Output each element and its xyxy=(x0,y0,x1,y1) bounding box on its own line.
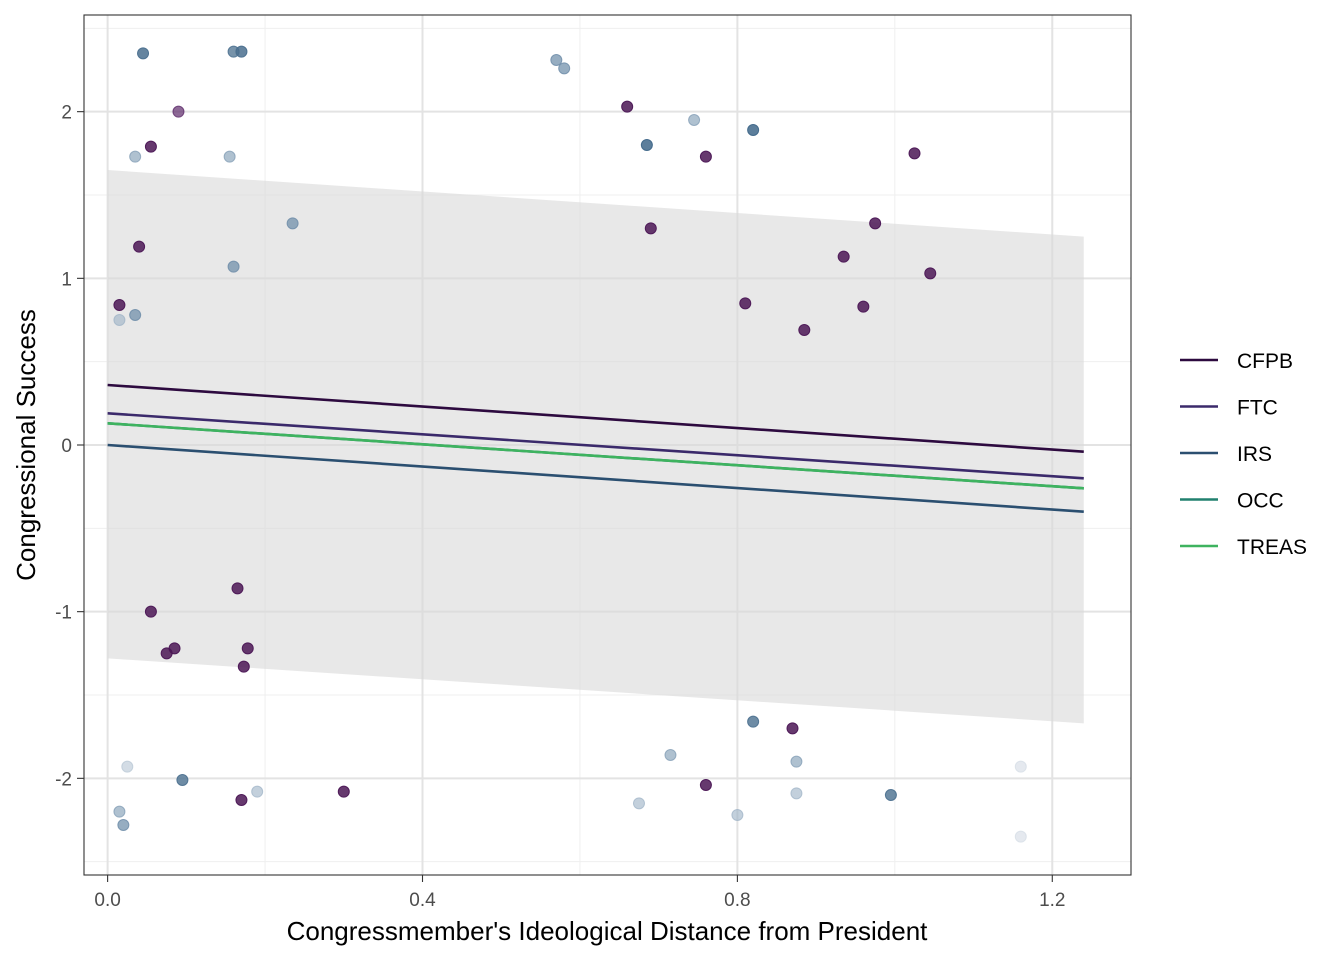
data-point xyxy=(640,139,653,151)
data-point xyxy=(747,124,760,136)
y-tick-label: 1 xyxy=(61,269,72,290)
data-point xyxy=(113,805,126,818)
data-point xyxy=(144,140,157,153)
legend: CFPB FTC IRS OCC TREAS xyxy=(1180,350,1307,559)
y-tick-label: 2 xyxy=(61,103,72,124)
data-point xyxy=(113,299,126,311)
data-point xyxy=(699,150,712,163)
data-point xyxy=(231,582,244,595)
data-point xyxy=(235,45,248,58)
data-point xyxy=(790,787,803,800)
data-point xyxy=(644,222,657,235)
data-point xyxy=(550,54,563,66)
data-point xyxy=(731,809,744,821)
data-point xyxy=(227,260,240,273)
data-point xyxy=(699,779,712,791)
x-tick-label: 0.4 xyxy=(409,890,436,911)
data-point xyxy=(786,722,799,735)
data-point xyxy=(113,314,126,326)
data-point xyxy=(688,114,701,126)
data-point xyxy=(924,267,937,280)
data-point xyxy=(1014,830,1027,843)
data-point xyxy=(837,250,850,263)
legend-label: CFPB xyxy=(1237,350,1293,373)
legend-label: TREAS xyxy=(1237,536,1307,559)
data-point xyxy=(1014,760,1027,773)
regression-line-cfpb xyxy=(107,383,1084,453)
data-point xyxy=(176,774,189,786)
data-point xyxy=(144,605,157,618)
data-point xyxy=(747,715,760,728)
y-tick-label: -1 xyxy=(55,603,72,624)
x-tick-label: 1.2 xyxy=(1039,890,1065,911)
y-tick-label: -2 xyxy=(55,769,72,790)
x-tick-label: 0.8 xyxy=(724,890,750,911)
data-point xyxy=(121,760,134,773)
data-point xyxy=(790,755,803,768)
data-point xyxy=(160,647,173,660)
data-point xyxy=(172,105,185,118)
legend-label: IRS xyxy=(1237,443,1272,466)
data-point xyxy=(857,300,870,313)
data-points xyxy=(113,45,1027,843)
data-point xyxy=(223,150,236,163)
legend-label: OCC xyxy=(1237,490,1284,513)
y-axis-label: Congressional Success xyxy=(11,309,41,581)
legend-label: FTC xyxy=(1237,397,1278,420)
y-tick-label: 0 xyxy=(61,436,72,457)
regression-line-irs xyxy=(107,443,1084,513)
data-point xyxy=(621,100,634,113)
data-point xyxy=(664,749,677,761)
data-point xyxy=(739,297,752,310)
data-point xyxy=(117,819,130,831)
regression-lines xyxy=(107,383,1084,513)
data-point xyxy=(798,324,811,336)
data-point xyxy=(908,147,921,160)
data-point xyxy=(237,660,250,673)
data-point xyxy=(286,217,299,230)
data-point xyxy=(241,642,254,655)
data-point xyxy=(133,240,146,253)
data-point xyxy=(235,794,248,806)
regression-line-treas xyxy=(107,422,1084,490)
data-point xyxy=(137,47,150,60)
x-axis-label: Congressmember's Ideological Distance fr… xyxy=(287,916,929,946)
data-point xyxy=(129,309,142,321)
x-tick-label: 0.0 xyxy=(94,890,120,911)
data-point xyxy=(129,150,142,163)
y-axis-ticks: -2 -1 0 1 2 xyxy=(55,103,84,790)
data-point xyxy=(632,797,645,810)
data-point xyxy=(251,785,264,798)
data-point xyxy=(869,217,882,230)
x-axis-ticks: 0.0 0.4 0.8 1.2 xyxy=(94,875,1065,911)
data-point xyxy=(884,789,897,801)
data-point xyxy=(558,62,571,75)
data-point xyxy=(337,785,350,798)
regression-line-ftc xyxy=(107,412,1084,480)
